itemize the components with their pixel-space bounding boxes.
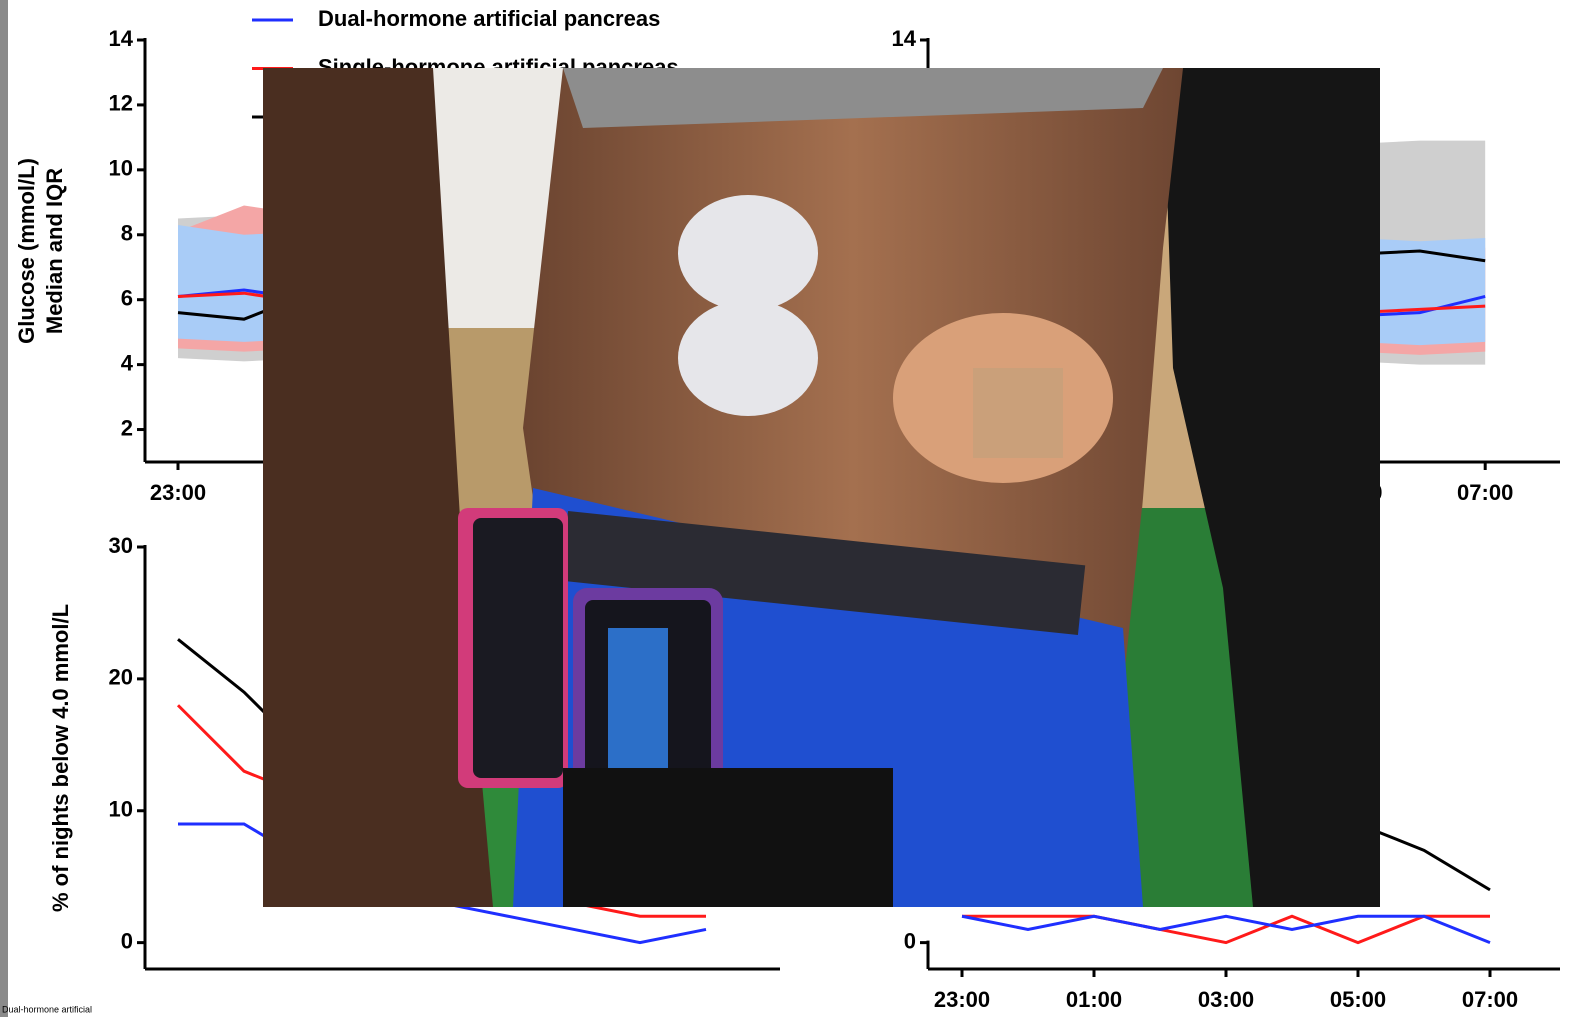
y-tick-label: 8 — [121, 221, 133, 246]
y-tick-label: 0 — [121, 928, 133, 953]
footnote: Dual-hormone artificial — [2, 1004, 92, 1014]
x-tick-label: 23:00 — [934, 987, 990, 1012]
y-tick-label: 2 — [121, 415, 133, 440]
y-tick-label: 4 — [121, 350, 134, 375]
x-tick-label: 01:00 — [1066, 987, 1122, 1012]
y-tick-label: 12 — [109, 91, 133, 116]
y-axis-label: Glucose (mmol/L) — [14, 158, 39, 344]
legend-label: Dual-hormone artificial pancreas — [318, 6, 660, 31]
x-tick-label: 07:00 — [1462, 987, 1518, 1012]
y-axis-sublabel: Median and IQR — [42, 168, 67, 334]
y-tick-label: 6 — [121, 286, 133, 311]
y-tick-label: 14 — [892, 26, 917, 51]
series-line — [962, 916, 1490, 942]
x-tick-label: 05:00 — [1330, 987, 1386, 1012]
y-tick-label: 0 — [904, 928, 916, 953]
y-tick-label: 10 — [109, 797, 133, 822]
y-axis-label: % of nights below 4.0 mmol/L — [48, 604, 73, 912]
y-tick-label: 10 — [109, 156, 133, 181]
left-edge — [0, 0, 8, 1017]
x-tick-label: 07:00 — [1457, 480, 1513, 505]
photo — [263, 68, 1380, 907]
figure: 2 4 6 8 10 12 14 23:00 Glucose (mmol/L)Median an… — [0, 0, 1570, 1017]
y-tick-label: 20 — [109, 665, 133, 690]
y-tick-label: 14 — [109, 26, 134, 51]
x-tick-label: 23:00 — [150, 480, 206, 505]
x-tick-label: 03:00 — [1198, 987, 1254, 1012]
y-tick-label: 30 — [109, 533, 133, 558]
